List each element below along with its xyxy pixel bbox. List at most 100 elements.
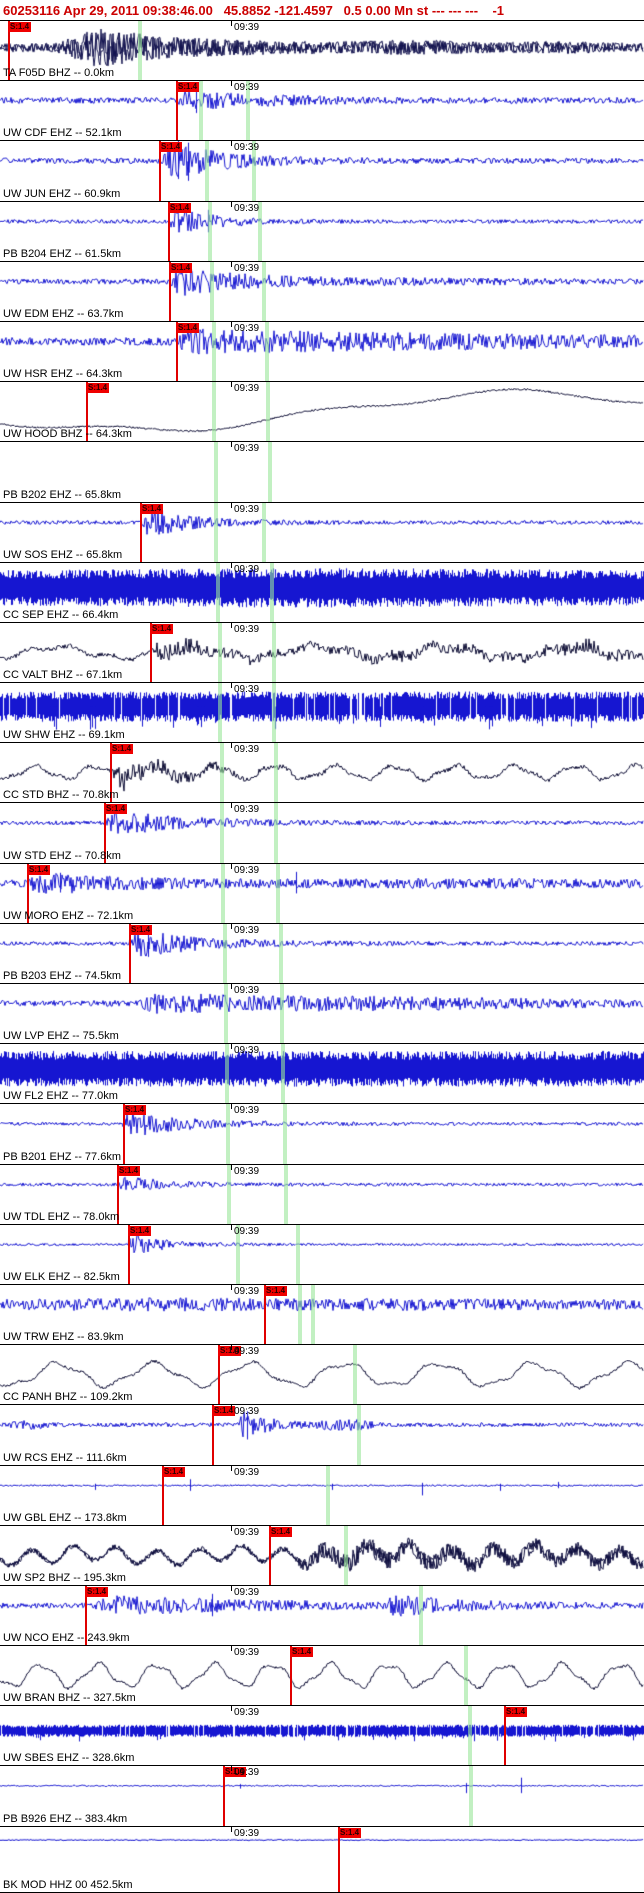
time-tick-label: 09:39: [234, 383, 260, 395]
trace-row: 09:39 UW NCO EHZ -- 243.9km S:1.4: [0, 1585, 644, 1647]
waveform-canvas[interactable]: [0, 261, 644, 321]
s-pick-flag[interactable]: S:1.4: [212, 1406, 236, 1417]
waveform-canvas[interactable]: [0, 1224, 644, 1284]
s-pick-line[interactable]: [110, 743, 112, 803]
s-pick-flag[interactable]: S:1.4: [162, 1466, 186, 1477]
waveform-canvas[interactable]: [0, 141, 644, 201]
s-pick-line[interactable]: [27, 863, 29, 923]
s-pick-flag[interactable]: S:1.4: [140, 503, 164, 514]
trace-list: 09:39 TA F05D BHZ -- 0.0km S:1.4 09:39 U…: [0, 20, 644, 1893]
waveform-canvas[interactable]: [0, 683, 644, 743]
waveform-canvas[interactable]: [0, 1646, 644, 1706]
phase-window-marker: [199, 81, 203, 141]
phase-window-marker: [270, 562, 274, 622]
s-pick-line[interactable]: [176, 81, 178, 141]
s-pick-flag[interactable]: S:1.4: [123, 1105, 147, 1116]
waveform-canvas[interactable]: [0, 1104, 644, 1164]
trace-row: 09:39 PB B203 EHZ -- 74.5km S:1.4: [0, 923, 644, 984]
station-label: UW EDM EHZ -- 63.7km: [3, 307, 124, 320]
time-tick: [231, 1104, 232, 1110]
waveform-canvas[interactable]: [0, 1826, 644, 1892]
waveform-canvas[interactable]: [0, 1345, 644, 1405]
s-pick-flag[interactable]: S:1.4: [85, 1586, 109, 1597]
s-pick-line[interactable]: [8, 21, 10, 81]
trace-row: 09:39 UW ELK EHZ -- 82.5km S:1.4: [0, 1224, 644, 1285]
s-pick-line[interactable]: [504, 1706, 506, 1766]
s-pick-line[interactable]: [159, 141, 161, 201]
s-pick-flag[interactable]: S:1.4: [176, 82, 200, 93]
waveform-canvas[interactable]: [0, 1044, 644, 1104]
waveform-canvas[interactable]: [0, 984, 644, 1044]
s-pick-flag[interactable]: S:1.4: [290, 1647, 314, 1658]
waveform-canvas[interactable]: [0, 442, 644, 502]
s-pick-flag[interactable]: S:1.4: [8, 22, 32, 32]
waveform-canvas[interactable]: [0, 1525, 644, 1585]
waveform-canvas[interactable]: [0, 1405, 644, 1465]
s-pick-line[interactable]: [176, 321, 178, 382]
s-pick-flag[interactable]: S:1.4: [104, 804, 128, 815]
s-pick-flag[interactable]: S:1.4: [176, 322, 200, 333]
trace-row: 09:39 PB B202 EHZ -- 65.8km: [0, 442, 644, 503]
s-pick-flag[interactable]: S:1.4: [504, 1707, 528, 1718]
waveform-canvas[interactable]: [0, 201, 644, 261]
s-pick-line[interactable]: [150, 622, 152, 683]
waveform-canvas[interactable]: [0, 743, 644, 803]
station-label: UW STD EHZ -- 70.8km: [3, 849, 121, 862]
s-pick-flag[interactable]: S:1.4: [168, 202, 192, 213]
waveform-canvas[interactable]: [0, 81, 644, 141]
s-pick-flag[interactable]: S:1.4: [129, 924, 153, 935]
s-pick-line[interactable]: [129, 923, 131, 983]
s-pick-flag[interactable]: S:1.4: [110, 744, 134, 755]
s-pick-line[interactable]: [264, 1284, 266, 1345]
waveform-canvas[interactable]: [0, 321, 644, 382]
time-tick: [231, 442, 232, 448]
s-pick-flag[interactable]: S:1.4: [117, 1165, 141, 1176]
s-pick-line[interactable]: [290, 1646, 292, 1706]
s-pick-line[interactable]: [86, 382, 88, 442]
s-pick-flag[interactable]: S:1.4: [223, 1767, 247, 1778]
s-pick-flag[interactable]: S:1.4: [169, 262, 193, 273]
s-pick-flag[interactable]: S:1.4: [27, 864, 51, 875]
s-pick-line[interactable]: [117, 1164, 119, 1224]
s-pick-line[interactable]: [168, 201, 170, 261]
phase-window-marker: [469, 1766, 473, 1826]
s-pick-line[interactable]: [169, 261, 171, 321]
s-pick-flag[interactable]: S:1.4: [218, 1346, 242, 1357]
s-pick-flag[interactable]: S:1.4: [128, 1225, 152, 1236]
phase-window-marker: [214, 442, 218, 502]
s-pick-line[interactable]: [104, 803, 106, 863]
waveform-canvas[interactable]: [0, 863, 644, 923]
station-label: UW RCS EHZ -- 111.6km: [3, 1451, 127, 1464]
phase-window-marker: [296, 1224, 300, 1284]
s-pick-line[interactable]: [123, 1104, 125, 1164]
s-pick-line[interactable]: [85, 1585, 87, 1646]
s-pick-line[interactable]: [269, 1525, 271, 1585]
s-pick-flag[interactable]: S:1.4: [150, 623, 174, 634]
s-pick-line[interactable]: [218, 1345, 220, 1405]
waveform-canvas[interactable]: [0, 21, 644, 81]
s-pick-flag[interactable]: S:1.4: [159, 142, 183, 153]
s-pick-line[interactable]: [162, 1465, 164, 1525]
station-label: CC SEP EHZ -- 66.4km: [3, 608, 119, 621]
station-label: UW CDF EHZ -- 52.1km: [3, 127, 122, 140]
waveform-canvas[interactable]: [0, 1284, 644, 1345]
s-pick-flag[interactable]: S:1.4: [338, 1827, 362, 1838]
waveform-canvas[interactable]: [0, 1465, 644, 1525]
waveform-canvas[interactable]: [0, 923, 644, 983]
waveform-canvas[interactable]: [0, 1164, 644, 1224]
phase-window-marker: [236, 1224, 240, 1284]
time-tick: [231, 382, 232, 388]
waveform-canvas[interactable]: [0, 1766, 644, 1826]
s-pick-line[interactable]: [223, 1766, 225, 1826]
s-pick-line[interactable]: [140, 502, 142, 562]
waveform-canvas[interactable]: [0, 1706, 644, 1766]
waveform-canvas[interactable]: [0, 502, 644, 562]
waveform-canvas[interactable]: [0, 562, 644, 622]
s-pick-flag[interactable]: S:1.4: [86, 383, 110, 394]
s-pick-flag[interactable]: S:1.4: [264, 1285, 288, 1296]
s-pick-line[interactable]: [212, 1405, 214, 1465]
s-pick-flag[interactable]: S:1.4: [269, 1526, 293, 1537]
waveform-canvas[interactable]: [0, 622, 644, 683]
s-pick-line[interactable]: [128, 1224, 130, 1284]
s-pick-line[interactable]: [338, 1826, 340, 1892]
